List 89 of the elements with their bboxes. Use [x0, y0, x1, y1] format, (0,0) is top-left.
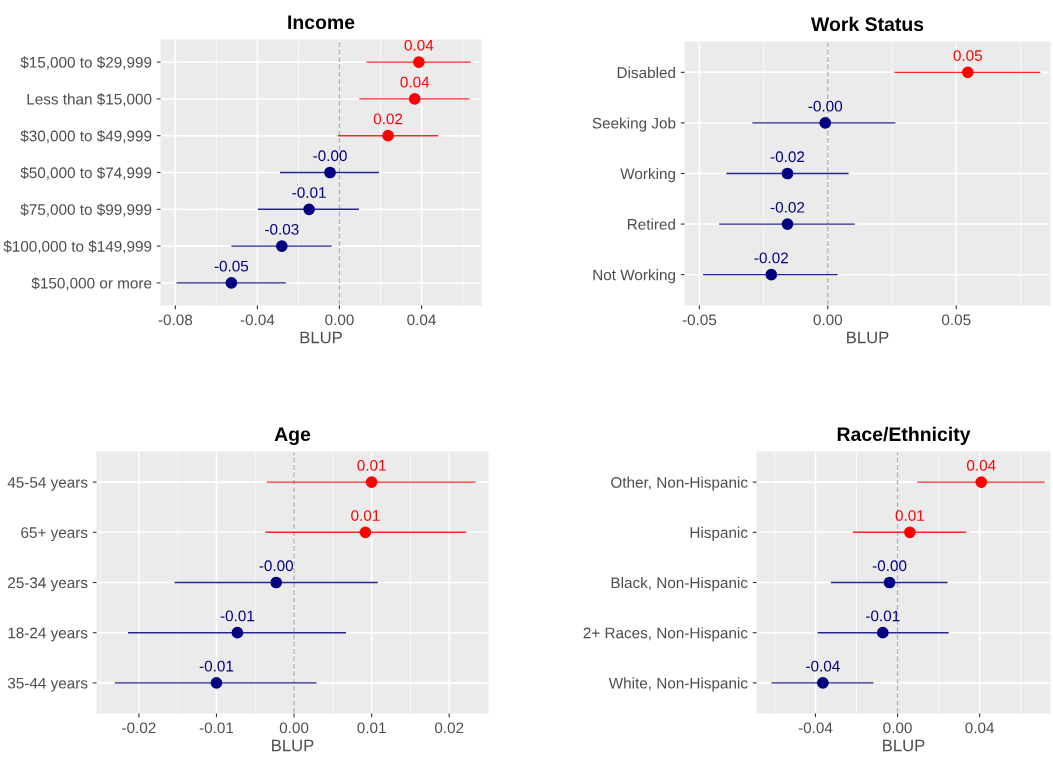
y-tick-label: Black, Non-Hispanic [611, 576, 748, 592]
y-tick-label: $150,000 or more [31, 277, 152, 291]
x-axis-title: BLUP [847, 331, 889, 344]
y-tick-label: 25-34 years [8, 577, 88, 592]
x-axis-title: BLUP [272, 739, 314, 752]
y-tick-label: 2+ Races, Non-Hispanic [583, 627, 748, 642]
data-label: -0.00 [259, 560, 294, 572]
x-tick-label: 0.02 [434, 722, 464, 734]
data-label: -0.00 [808, 100, 843, 112]
y-tick-label: $50,000 to $74,999 [20, 166, 152, 180]
data-label: -0.02 [770, 201, 805, 213]
y-tick-label: Retired [627, 218, 675, 230]
data-label: 0.04 [404, 39, 434, 51]
chart-title: Income [288, 15, 355, 30]
y-tick-label: White, Non-Hispanic [608, 677, 748, 692]
y-tick-label: Not Working [593, 269, 675, 284]
y-tick-label: Disabled [617, 66, 675, 79]
x-tick-label: -0.02 [122, 722, 156, 734]
data-label: 0.02 [373, 113, 403, 125]
data-label: 0.01 [357, 459, 386, 471]
x-axis-title: BLUP [883, 739, 925, 752]
y-tick-label: 65+ years [21, 527, 88, 542]
x-tick-label: 0.00 [325, 314, 354, 326]
data-label: -0.00 [872, 560, 907, 572]
point [413, 56, 425, 68]
data-label: -0.01 [866, 610, 900, 622]
y-tick-label: $15,000 to $29,999 [20, 56, 152, 70]
y-tick-label: 45-54 years [7, 477, 88, 491]
x-tick-label: 0.05 [941, 314, 971, 326]
point [210, 677, 223, 689]
point [270, 576, 283, 589]
data-label: -0.00 [313, 150, 347, 162]
chart-title: Work Status [810, 16, 924, 32]
x-tick-label: -0.05 [682, 314, 717, 326]
x-tick-label: -0.01 [199, 722, 234, 734]
data-label: 0.01 [351, 510, 380, 521]
y-tick-label: Seeking Job [592, 117, 676, 132]
data-label: -0.02 [754, 252, 788, 264]
x-tick-label: -0.04 [798, 722, 833, 734]
data-label: -0.01 [220, 610, 255, 622]
point [365, 476, 378, 488]
data-label: 0.01 [895, 510, 924, 521]
data-label: -0.02 [770, 151, 805, 163]
y-tick-label: Working [620, 167, 675, 183]
point [819, 117, 832, 129]
data-label: 0.05 [953, 50, 983, 61]
point [781, 167, 794, 180]
y-tick-label: 18-24 years [8, 627, 88, 642]
point [359, 526, 372, 539]
data-label: -0.03 [265, 223, 299, 235]
point [876, 626, 889, 639]
chart-title: Race/Ethnicity [837, 426, 971, 445]
point [765, 268, 778, 281]
point [961, 66, 974, 79]
data-label: -0.05 [214, 260, 249, 272]
point [817, 677, 829, 689]
x-tick-label: 0.04 [407, 314, 436, 326]
point [231, 626, 244, 639]
data-label: 0.04 [400, 76, 430, 88]
x-tick-label: -0.04 [240, 314, 275, 326]
point [303, 203, 315, 216]
y-tick-label: Other, Non-Hispanic [611, 476, 748, 491]
y-tick-label: $75,000 to $99,999 [20, 203, 152, 217]
point [883, 576, 896, 589]
point [781, 218, 794, 230]
data-label: -0.01 [292, 187, 326, 198]
y-tick-label: $30,000 to $49,999 [20, 129, 152, 144]
y-tick-label: $100,000 to $149,999 [3, 240, 152, 254]
x-tick-label: 0.01 [357, 722, 386, 734]
point [975, 476, 988, 488]
point [408, 93, 421, 105]
x-tick-label: -0.08 [158, 314, 193, 326]
data-label: 0.04 [966, 459, 996, 471]
chart-title: Age [274, 427, 311, 446]
data-label: -0.01 [199, 660, 234, 672]
point [275, 240, 288, 252]
point [382, 129, 394, 142]
y-tick-label: Less than $15,000 [27, 93, 152, 107]
x-axis-title: BLUP [300, 331, 342, 344]
x-tick-label: 0.00 [883, 722, 912, 734]
x-tick-label: 0.04 [965, 722, 995, 734]
point [324, 166, 336, 179]
x-tick-label: 0.00 [279, 722, 309, 734]
y-tick-label: Hispanic [690, 526, 748, 542]
data-label: -0.04 [806, 660, 840, 672]
point [225, 277, 238, 289]
point [904, 526, 916, 539]
x-tick-label: 0.00 [813, 314, 843, 326]
y-tick-label: 35-44 years [7, 677, 88, 692]
